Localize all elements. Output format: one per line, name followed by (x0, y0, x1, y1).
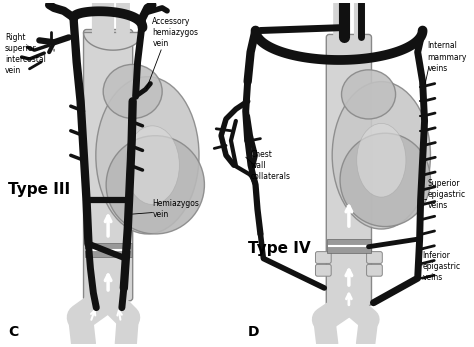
Text: Chest
wall
collaterals: Chest wall collaterals (251, 150, 291, 181)
Ellipse shape (342, 70, 396, 119)
Ellipse shape (96, 77, 199, 234)
FancyBboxPatch shape (84, 243, 132, 256)
Text: Hemiazygos
vein: Hemiazygos vein (152, 199, 199, 219)
FancyBboxPatch shape (326, 34, 372, 306)
Text: Inferior
epigastric
veins: Inferior epigastric veins (423, 251, 461, 282)
FancyBboxPatch shape (327, 239, 371, 253)
Text: Superior
epigastric
veins: Superior epigastric veins (428, 179, 465, 210)
FancyBboxPatch shape (366, 264, 383, 276)
FancyBboxPatch shape (316, 264, 331, 276)
Ellipse shape (125, 126, 179, 204)
Text: D: D (247, 325, 259, 339)
FancyBboxPatch shape (316, 252, 331, 263)
Text: Type III: Type III (8, 182, 70, 197)
Ellipse shape (332, 82, 430, 229)
Ellipse shape (106, 136, 204, 234)
FancyBboxPatch shape (83, 29, 133, 301)
Text: Internal
mammary
veins: Internal mammary veins (428, 41, 467, 73)
Text: C: C (8, 325, 18, 339)
Polygon shape (83, 33, 143, 50)
Ellipse shape (357, 124, 406, 197)
Text: Accessory
hemiazygos
vein: Accessory hemiazygos vein (152, 17, 198, 48)
FancyBboxPatch shape (366, 252, 383, 263)
Text: Right
superior
intercostal
vein: Right superior intercostal vein (5, 33, 46, 75)
Ellipse shape (340, 133, 430, 227)
Text: Type IV: Type IV (247, 241, 310, 256)
Ellipse shape (103, 65, 162, 118)
